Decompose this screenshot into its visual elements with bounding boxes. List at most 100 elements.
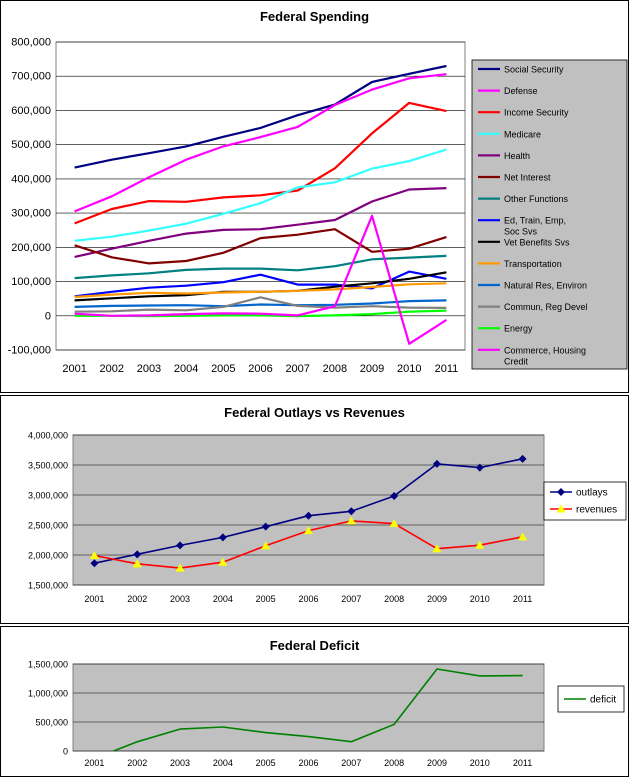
federal-deficit-title: Federal Deficit	[269, 638, 360, 653]
spending-legend-label: Transportation	[504, 259, 562, 269]
spending-x-tick-label: 2005	[211, 363, 235, 375]
federal-deficit-chart-panel: Federal Deficit 0 500,000 1,000,000 1,500,0…	[0, 626, 629, 777]
spending-series-line-5	[74, 228, 447, 265]
spending-y-tick-label: 700,000	[11, 71, 51, 83]
spending-x-tick-label: 2008	[323, 363, 347, 375]
federal-deficit-chart: 0 500,000 1,000,000 1,500,000 2001 2002 2003 20…	[28, 660, 625, 768]
spending-series-line-3	[74, 148, 447, 242]
spending-legend-label: Health	[504, 151, 530, 161]
outlays-point-0	[261, 522, 270, 531]
outlays-point-0	[347, 507, 356, 516]
outlays-x-tick-label: 2006	[298, 594, 318, 604]
outlays-point-0	[90, 559, 99, 568]
outlays-point-1	[389, 519, 399, 528]
spending-legend-label: Soc Svs	[504, 227, 538, 237]
spending-series-line-13	[74, 214, 447, 345]
outlays-legend-marker	[556, 504, 566, 513]
deficit-y-tick-label: 1,500,000	[28, 660, 68, 670]
spending-x-tick-label: 2004	[174, 363, 198, 375]
outlays-plot-area	[72, 434, 545, 586]
spending-x-tick-label: 2009	[360, 363, 384, 375]
outlays-revenues-chart-panel: Federal Outlays vs Revenues 1,500,000 2,0…	[0, 395, 629, 624]
spending-series-line-11	[74, 296, 447, 313]
outlays-point-1	[218, 557, 228, 566]
spending-legend-label: Vet Benefits Svs	[504, 237, 570, 247]
spending-legend-label: Commerce, Housing	[504, 345, 586, 355]
outlays-x-tick-label: 2010	[470, 594, 490, 604]
outlays-x-tick-label: 2009	[427, 594, 447, 604]
deficit-x-tick-label: 2010	[470, 758, 490, 768]
spending-y-tick-label: -100,000	[8, 345, 51, 357]
spending-legend-label: Income Security	[504, 108, 569, 118]
deficit-x-tick-label: 2004	[213, 758, 233, 768]
spending-legend-label: Ed, Train, Emp,	[504, 216, 566, 226]
deficit-x-tick-label: 2003	[170, 758, 190, 768]
deficit-y-tick-label: 1,000,000	[28, 689, 68, 699]
spending-series-line-0	[74, 64, 447, 169]
spending-legend	[471, 59, 628, 370]
outlays-point-0	[218, 533, 227, 542]
spending-legend-label: Net Interest	[504, 173, 551, 183]
spending-series-line-2	[74, 101, 447, 225]
spending-y-tick-label: 0	[45, 310, 51, 322]
outlays-x-tick-label: 2003	[170, 594, 190, 604]
outlays-y-tick-label: 1,500,000	[28, 581, 68, 591]
spending-x-tick-label: 2003	[137, 363, 161, 375]
outlays-x-tick-label: 2011	[513, 594, 532, 604]
spending-y-tick-label: 200,000	[11, 242, 51, 254]
spending-x-tick-label: 2002	[100, 363, 124, 375]
outlays-y-tick-label: 2,000,000	[28, 551, 68, 561]
spending-series-line-10	[74, 299, 447, 308]
spending-legend-label: Social Security	[504, 65, 564, 75]
deficit-plot-area	[72, 663, 545, 752]
spending-legend-label: Commun, Reg Devel	[504, 302, 588, 312]
outlays-x-tick-label: 2005	[256, 594, 276, 604]
deficit-x-tick-label: 2005	[256, 758, 276, 768]
spending-legend-label: Credit	[504, 356, 529, 366]
outlays-legend	[543, 481, 627, 521]
outlays-point-1	[132, 559, 142, 568]
outlays-point-1	[518, 532, 528, 541]
outlays-y-tick-label: 4,000,000	[28, 431, 68, 441]
spending-x-tick-label: 2010	[397, 363, 421, 375]
deficit-x-tick-label: 2002	[127, 758, 147, 768]
deficit-x-tick-label: 2011	[513, 758, 532, 768]
spending-x-tick-label: 2007	[285, 363, 309, 375]
spending-series-line-4	[74, 187, 447, 258]
outlays-legend-label: outlays	[576, 488, 608, 499]
outlays-point-0	[475, 463, 484, 472]
outlays-point-1	[346, 516, 356, 525]
outlays-y-tick-label: 3,000,000	[28, 491, 68, 501]
outlays-point-0	[304, 511, 313, 520]
federal-spending-chart: -100,000 0 100,000 200,000 300,000 400,000 500…	[8, 37, 628, 375]
deficit-x-tick-label: 2001	[84, 758, 104, 768]
spending-legend-label: Defense	[504, 86, 538, 96]
outlays-x-tick-label: 2008	[384, 594, 404, 604]
federal-spending-title: Federal Spending	[259, 9, 370, 24]
outlays-point-0	[176, 541, 185, 550]
outlays-x-tick-label: 2007	[341, 594, 361, 604]
outlays-revenues-title: Federal Outlays vs Revenues	[224, 405, 405, 420]
spending-series-group	[74, 64, 447, 345]
deficit-x-tick-label: 2009	[427, 758, 447, 768]
deficit-legend-label: deficit	[590, 695, 616, 706]
outlays-x-tick-label: 2002	[127, 594, 147, 604]
outlays-y-tick-label: 3,500,000	[28, 461, 68, 471]
federal-spending-chart-panel: Federal Spending -100,000 0 100,000 200,000…	[0, 0, 629, 393]
outlays-point-1	[475, 540, 485, 549]
spending-gridlines	[56, 41, 465, 351]
deficit-x-tick-label: 2007	[341, 758, 361, 768]
spending-x-tick-label: 2006	[248, 363, 272, 375]
spending-x-tick-label: 2001	[62, 363, 86, 375]
outlays-x-tick-label: 2001	[84, 594, 104, 604]
spending-series-line-9	[74, 282, 447, 299]
spending-y-tick-label: 500,000	[11, 139, 51, 151]
spending-legend-label: Energy	[504, 324, 533, 334]
deficit-y-tick-label: 0	[63, 747, 68, 757]
outlays-point-1	[432, 544, 442, 553]
spending-y-tick-label: 400,000	[11, 173, 51, 185]
outlays-legend-marker	[557, 488, 565, 496]
spending-y-tick-label: 600,000	[11, 105, 51, 117]
deficit-x-tick-label: 2006	[298, 758, 318, 768]
outlays-point-0	[390, 492, 399, 501]
